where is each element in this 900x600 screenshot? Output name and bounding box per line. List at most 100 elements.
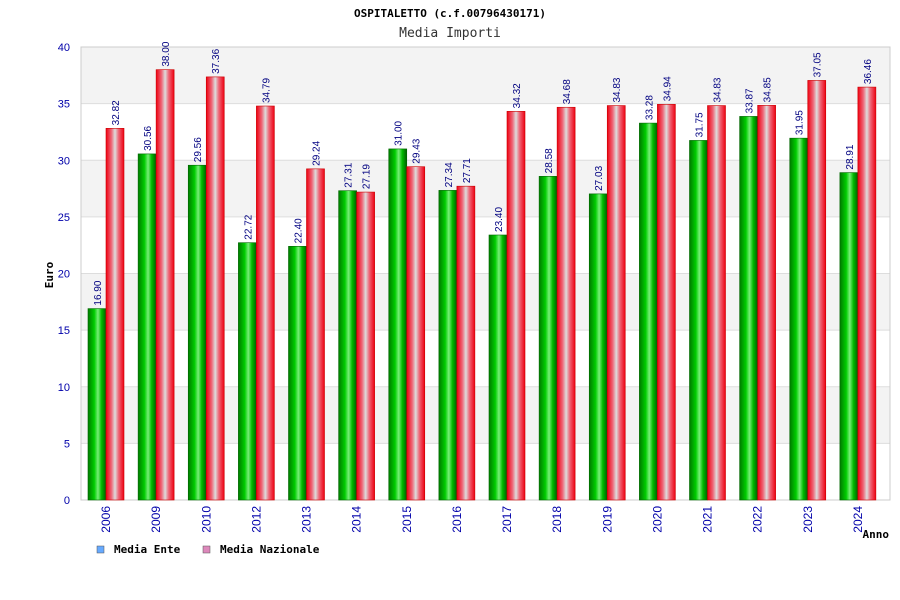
legend-swatch-media-nazionale [202, 545, 211, 554]
value-label: 34.32 [512, 83, 523, 108]
value-label: 28.91 [845, 144, 856, 169]
value-label: 29.56 [193, 137, 204, 162]
x-tick-label: 2021 [701, 506, 715, 533]
value-label: 34.83 [612, 77, 623, 102]
value-label: 28.58 [544, 148, 555, 173]
y-tick-label: 25 [58, 212, 70, 224]
y-tick-label: 0 [64, 495, 70, 507]
y-tick-label: 15 [58, 325, 70, 337]
value-label: 32.82 [111, 100, 122, 125]
value-label: 27.31 [344, 162, 355, 187]
value-label: 29.43 [412, 138, 423, 163]
legend: Media Ente Media Nazionale [96, 543, 320, 556]
chart-title: OSPITALETTO (c.f.00796430171) [354, 7, 546, 20]
x-tick-label: 2009 [149, 506, 163, 533]
value-label: 33.87 [745, 88, 756, 113]
y-tick-label: 10 [58, 382, 70, 394]
bar-media-nazionale-2016 [456, 185, 476, 501]
bar-media-nazionale-2014 [356, 191, 375, 501]
value-label: 22.40 [294, 218, 305, 243]
value-label: 23.40 [494, 207, 505, 232]
bar-media-nazionale-2019 [606, 105, 626, 501]
y-tick-label: 20 [58, 269, 70, 281]
x-tick-label: 2016 [450, 506, 464, 533]
x-tick-label: 2010 [199, 506, 213, 533]
plot-border [80, 46, 891, 501]
value-label: 27.34 [444, 162, 455, 187]
bar-media-ente-2017 [488, 234, 508, 501]
legend-label-media-ente: Media Ente [114, 543, 181, 556]
bar-media-nazionale-2012 [256, 105, 275, 501]
bar-media-ente-2012 [238, 242, 257, 501]
bar-media-nazionale-2023 [807, 80, 827, 501]
bar-media-ente-2021 [689, 140, 708, 501]
value-label: 31.95 [795, 110, 806, 135]
value-label: 34.85 [763, 77, 774, 102]
x-tick-label: 2015 [400, 506, 414, 533]
bar-media-ente-2014 [338, 190, 357, 501]
bar-media-nazionale-2017 [506, 111, 526, 501]
x-tick-label: 2022 [751, 506, 765, 533]
bar-media-nazionale-2015 [406, 166, 426, 501]
x-axis-label: Anno [863, 528, 890, 541]
value-label: 30.56 [143, 125, 154, 150]
value-label: 36.46 [863, 59, 874, 84]
legend-label-media-nazionale: Media Nazionale [220, 543, 320, 556]
bars [87, 69, 877, 501]
value-label: 33.28 [644, 95, 655, 120]
value-label: 31.75 [695, 112, 706, 137]
x-tick-label: 2017 [500, 506, 514, 533]
bar-media-nazionale-2018 [556, 106, 576, 501]
value-label: 22.72 [243, 214, 254, 239]
value-label: 37.36 [211, 48, 222, 73]
bar-media-ente-2006 [87, 308, 107, 501]
bar-media-ente-2016 [438, 190, 458, 501]
value-label: 34.83 [713, 77, 724, 102]
value-label: 29.24 [312, 140, 323, 165]
bar-media-nazionale-2022 [757, 105, 776, 501]
x-tick-label: 2013 [300, 506, 314, 533]
value-label: 27.03 [594, 165, 605, 190]
x-tick-label: 2018 [550, 506, 564, 533]
value-label: 38.00 [161, 41, 172, 66]
value-label: 31.00 [394, 120, 405, 145]
bar-media-nazionale-2006 [105, 128, 125, 501]
x-axis-ticks: 2006 2009 2010 2012 2013 2014 2015 2016 2017 2018… [99, 506, 865, 533]
bar-media-ente-2018 [538, 176, 558, 501]
x-tick-label: 2023 [801, 506, 815, 533]
y-axis-ticks: 0 5 10 15 20 25 30 35 40 [58, 42, 70, 507]
y-tick-label: 30 [58, 155, 70, 167]
bar-media-ente-2022 [739, 116, 758, 501]
value-labels: 16.90 32.82 30.56 38.00 29.56 37.36 22.72 34.79… [93, 41, 874, 305]
bar-media-ente-2024 [839, 172, 859, 501]
bar-media-nazionale-2020 [657, 104, 676, 501]
bar-media-ente-2020 [639, 122, 658, 501]
y-tick-label: 40 [58, 42, 70, 54]
x-tick-label: 2024 [851, 506, 865, 533]
bar-media-ente-2013 [288, 246, 307, 501]
x-tick-label: 2012 [249, 506, 263, 533]
y-tick-label: 5 [64, 438, 70, 450]
bar-media-nazionale-2010 [205, 76, 225, 501]
bar-media-ente-2009 [137, 153, 157, 501]
chart-subtitle: Media Importi [399, 26, 501, 41]
value-label: 27.19 [362, 164, 373, 189]
y-tick-label: 35 [58, 99, 70, 111]
value-label: 34.68 [562, 79, 573, 104]
legend-swatch-media-ente [96, 545, 105, 554]
x-tick-label: 2006 [99, 506, 113, 533]
bar-media-ente-2019 [588, 193, 608, 501]
value-label: 16.90 [93, 280, 104, 305]
value-label: 37.05 [813, 52, 824, 77]
bar-media-nazionale-2024 [857, 86, 877, 501]
bar-media-nazionale-2009 [155, 69, 175, 501]
x-tick-label: 2019 [600, 506, 614, 533]
x-tick-label: 2020 [650, 506, 664, 533]
bar-media-nazionale-2013 [306, 168, 325, 501]
y-axis-label: Euro [43, 261, 56, 288]
bar-media-ente-2010 [187, 164, 207, 501]
bar-media-nazionale-2021 [707, 105, 726, 501]
bar-media-ente-2015 [388, 148, 408, 501]
value-label: 27.71 [462, 158, 473, 183]
